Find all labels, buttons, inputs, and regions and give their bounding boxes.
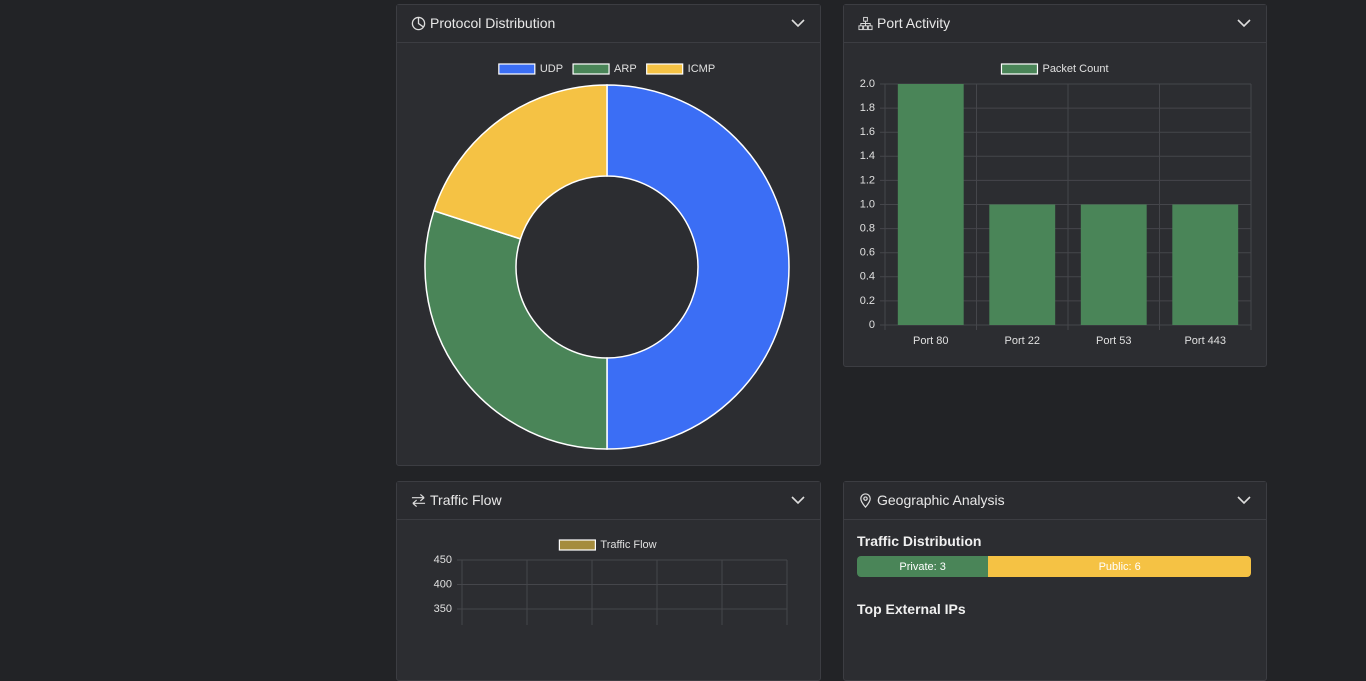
panel: Protocol Distribution xyxy=(396,4,821,466)
icon xyxy=(411,493,426,508)
collapse-icon[interactable] xyxy=(1237,18,1251,28)
icon xyxy=(858,16,873,31)
panel: Geographic Analysis xyxy=(843,481,1267,681)
collapse-icon[interactable] xyxy=(1237,495,1251,505)
panel-header[interactable]: Geographic Analysis xyxy=(844,482,1266,520)
distribution-segment: Public: 6 xyxy=(988,556,1251,577)
section-title: Top External IPs xyxy=(857,601,966,617)
panel-header[interactable]: Traffic Flow xyxy=(397,482,820,520)
collapse-icon[interactable] xyxy=(791,18,805,28)
panel-title: Protocol Distribution xyxy=(430,15,556,31)
panel: Port Activity xyxy=(843,4,1267,367)
distribution-segment: Private: 3 xyxy=(857,556,989,577)
icon xyxy=(411,16,426,31)
section-title: Traffic Distribution xyxy=(857,533,982,549)
panel-header[interactable]: Port Activity xyxy=(844,5,1266,43)
panel-title: Geographic Analysis xyxy=(877,492,1005,508)
panel-title: Port Activity xyxy=(877,15,951,31)
collapse-icon[interactable] xyxy=(791,495,805,505)
panel-title: Traffic Flow xyxy=(430,492,502,508)
panel-header[interactable]: Protocol Distribution xyxy=(397,5,820,43)
page: Protocol Distribution Port Activity Traf… xyxy=(396,4,1267,681)
panel: Traffic Flow xyxy=(396,481,821,681)
icon xyxy=(860,493,871,508)
distribution-bar: Private: 3 Public: 6 xyxy=(857,556,1251,577)
